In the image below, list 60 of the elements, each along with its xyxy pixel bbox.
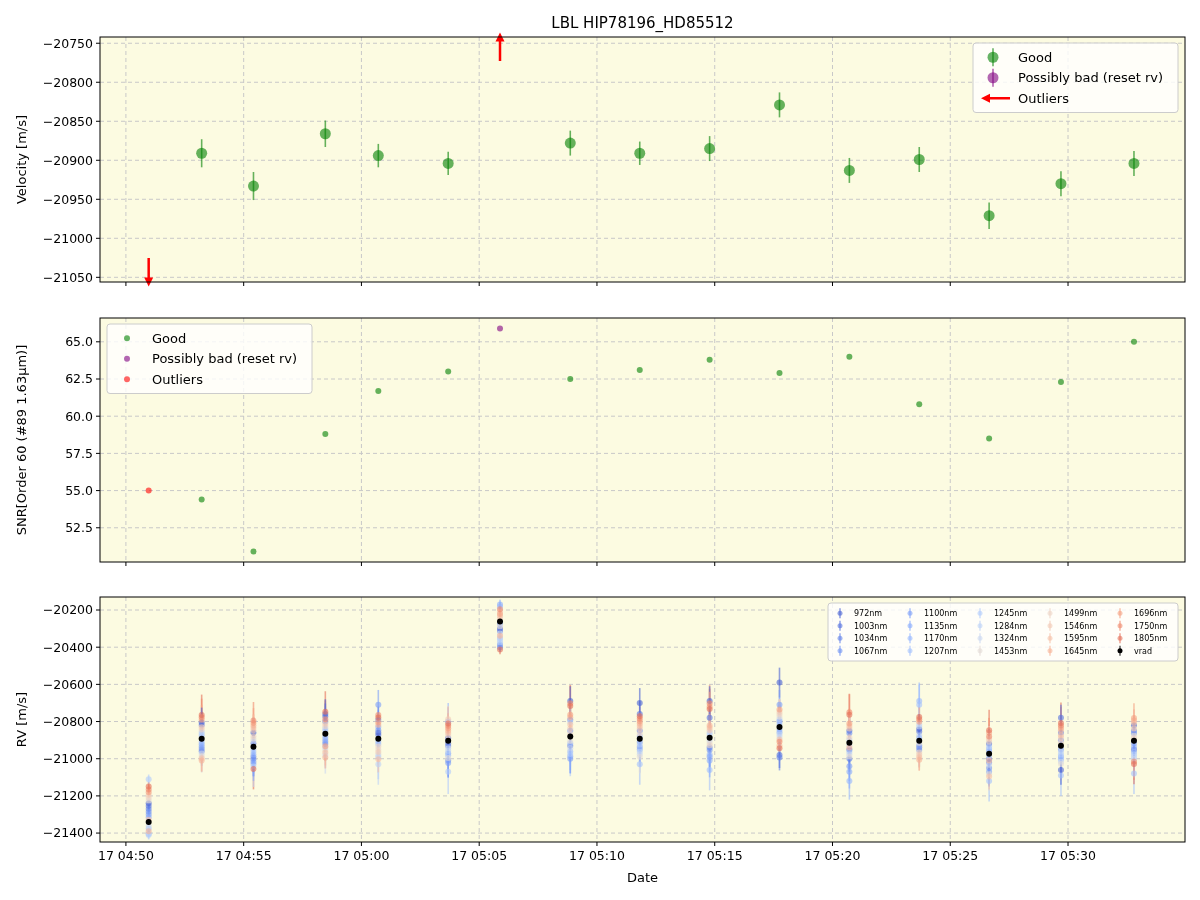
y-tick-label: 60.0 <box>65 408 94 424</box>
y-tick-label: 55.0 <box>65 482 94 498</box>
legend-label: 1453nm <box>994 646 1028 656</box>
x-tick-label: 17 05:00 <box>333 848 390 863</box>
legend-label: 1100nm <box>924 609 958 619</box>
legend-label: Good <box>152 330 187 346</box>
y-tick-label: 65.0 <box>65 334 94 350</box>
legend-label: 1324nm <box>994 634 1028 644</box>
legend-label: Outliers <box>152 371 204 387</box>
y-tick-label: −20750 <box>42 35 94 51</box>
y-tick-label: −21000 <box>42 751 94 767</box>
legend-label: 1595nm <box>1064 634 1098 644</box>
y-tick-label: −20800 <box>42 713 94 729</box>
legend-label: 1696nm <box>1134 609 1168 619</box>
y-tick-label: −20600 <box>42 676 94 692</box>
x-axis-title: Date <box>626 870 659 885</box>
y-tick-label: −21400 <box>42 825 94 841</box>
legend-label: 1067nm <box>854 646 888 656</box>
y-tick-label: −21200 <box>42 788 94 804</box>
y-tick-label: −21050 <box>42 269 94 285</box>
legend-label: Good <box>1018 49 1053 65</box>
y-tick-label: 57.5 <box>65 445 93 461</box>
y-tick-label: −20950 <box>42 191 94 207</box>
x-tick-label: 17 05:20 <box>804 848 861 863</box>
legend-label: Possibly bad (reset rv) <box>1018 70 1164 86</box>
chart-title: LBL HIP78196_HD85512 <box>551 14 734 33</box>
legend-label: vrad <box>1134 646 1153 656</box>
x-tick-label: 17 04:55 <box>215 848 272 863</box>
legend-label: Possibly bad (reset rv) <box>152 351 298 367</box>
y-tick-label: −20850 <box>42 113 94 129</box>
legend-label: 1170nm <box>924 634 958 644</box>
legend-label: 1750nm <box>1134 621 1168 631</box>
legend-label: 972nm <box>854 609 883 619</box>
y-tick-label: 52.5 <box>65 520 93 536</box>
y-axis-title: SNR[Order 60 (#89 1.63μm)] <box>14 344 29 536</box>
x-tick-label: 17 05:25 <box>922 848 979 863</box>
legend-label: 1034nm <box>854 634 888 644</box>
legend-label: 1003nm <box>854 621 888 631</box>
x-tick-label: 17 05:05 <box>451 848 508 863</box>
legend-label: 1645nm <box>1064 646 1098 656</box>
legend-label: 1284nm <box>994 621 1028 631</box>
legend-label: 1546nm <box>1064 621 1098 631</box>
y-tick-label: −20800 <box>42 74 94 90</box>
x-tick-label: 17 05:30 <box>1040 848 1097 863</box>
x-tick-label: 17 05:10 <box>569 848 625 863</box>
legend-label: 1135nm <box>924 621 958 631</box>
legend-label: 1245nm <box>994 609 1028 619</box>
legend-label: 1499nm <box>1064 609 1098 619</box>
legend-label: 1207nm <box>924 646 958 656</box>
x-tick-label: 17 04:50 <box>97 848 154 863</box>
y-tick-label: −20400 <box>42 639 94 655</box>
y-axis-title: Velocity [m/s] <box>14 114 29 205</box>
y-tick-label: −21000 <box>42 230 94 246</box>
legend-label: Outliers <box>1018 90 1070 106</box>
y-tick-label: 62.5 <box>65 371 93 387</box>
y-tick-label: −20900 <box>42 152 94 168</box>
y-axis-title: RV [m/s] <box>14 691 29 748</box>
y-tick-label: −20200 <box>42 602 94 618</box>
x-tick-label: 17 05:15 <box>686 848 743 863</box>
legend-label: 1805nm <box>1134 634 1168 644</box>
